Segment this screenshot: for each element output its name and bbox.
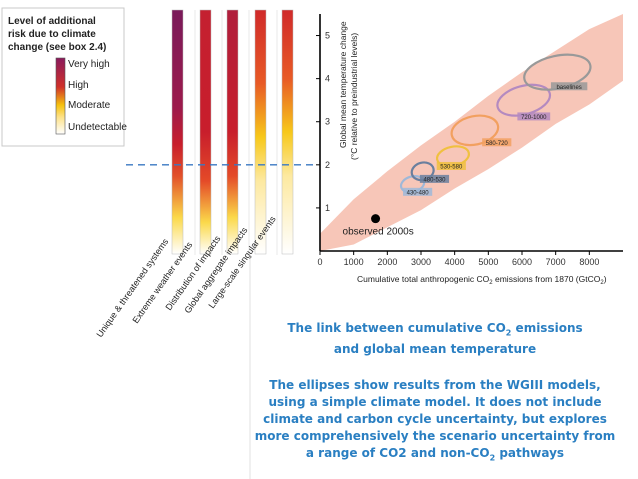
y-axis-label-line-1: Global mean temperature change xyxy=(338,21,348,148)
scenario-label-tag xyxy=(550,82,588,91)
scenario-label-tag xyxy=(517,112,551,121)
caption-body-line-3: climate and carbon cycle uncertainty, bu… xyxy=(263,412,607,426)
y-tick-label: 5 xyxy=(325,31,330,41)
y-tick-label: 4 xyxy=(325,74,330,84)
scenario-label-tag xyxy=(419,174,450,183)
x-tick-label: 4000 xyxy=(445,257,465,267)
x-tick-label: 6000 xyxy=(512,257,532,267)
scenario-label-tag xyxy=(482,138,512,147)
scenario-label: 480-530 xyxy=(423,177,446,183)
legend-title-line-2: risk due to climate xyxy=(8,29,96,40)
scenario-label: 720-1000 xyxy=(521,115,547,121)
scenario-ellipses: 430-480 480-530 530-580 580-720 720-1000 base… xyxy=(399,53,592,196)
legend-level-undetectable: Undetectable xyxy=(68,122,127,133)
x-tick-label: 2000 xyxy=(377,257,397,267)
legend-level-moderate: Moderate xyxy=(68,100,111,111)
model-range-band xyxy=(320,14,623,251)
risk-column-global-aggregate xyxy=(254,9,267,255)
risk-column-distribution xyxy=(226,9,239,255)
x-tick-label: 7000 xyxy=(546,257,566,267)
caption-title-line-1: The link between cumulative CO2 emission… xyxy=(287,321,583,338)
scenario-label: 530-580 xyxy=(440,164,463,170)
y-axis-ticks: 1 2 3 4 5 xyxy=(316,31,330,213)
caption-body: The ellipses show results from the WGIII… xyxy=(240,377,630,466)
caption-body-line-4: more comprehensively the scenario uncert… xyxy=(254,429,616,443)
observed-2000s-point xyxy=(371,214,381,224)
caption-body-line-5: a range of CO2 and non-CO2 pathways xyxy=(305,446,565,463)
y-tick-label: 3 xyxy=(325,117,330,127)
x-tick-label: 0 xyxy=(317,257,322,267)
legend: Level of additional risk due to climate … xyxy=(1,7,127,147)
risk-column-extreme-weather xyxy=(199,9,212,255)
legend-color-scale xyxy=(55,57,66,135)
caption-body-line-1: The ellipses show results from the WGIII… xyxy=(269,378,601,392)
x-tick-label: 5000 xyxy=(478,257,498,267)
legend-title-line-3: change (see box 2.4) xyxy=(8,42,106,53)
scenario-label-tag xyxy=(436,161,466,170)
x-axis-label: Cumulative total anthropogenic CO2 emiss… xyxy=(357,274,607,286)
scenario-ellipse xyxy=(450,114,500,147)
observed-2000s-label: observed 2000s xyxy=(343,227,414,238)
x-tick-label: 8000 xyxy=(579,257,599,267)
legend-title-line-1: Level of additional xyxy=(8,16,96,27)
x-axis-ticks: 0 1000 2000 3000 4000 5000 6000 7000 8000 xyxy=(317,251,599,267)
scenario-label: 580-720 xyxy=(486,141,509,147)
caption-body-line-2: using a simple climate model. It does no… xyxy=(268,395,602,409)
scenario-label-tag xyxy=(403,187,433,196)
y-tick-label: 1 xyxy=(325,203,330,213)
scenario-label: baselines xyxy=(556,85,581,91)
scenario-label: 430-480 xyxy=(407,190,430,196)
legend-level-high: High xyxy=(68,80,89,91)
y-axis-label-line-2: (°C relative to preindustrial levels) xyxy=(349,33,359,160)
risk-column-unique-systems xyxy=(171,9,184,255)
y-tick-label: 2 xyxy=(325,160,330,170)
caption-title: The link between cumulative CO2 emission… xyxy=(240,320,630,358)
legend-level-very-high: Very high xyxy=(68,59,110,70)
risk-column-large-scale xyxy=(281,9,294,255)
x-tick-label: 1000 xyxy=(344,257,364,267)
caption-title-line-2: and global mean temperature xyxy=(333,342,537,357)
x-tick-label: 3000 xyxy=(411,257,431,267)
